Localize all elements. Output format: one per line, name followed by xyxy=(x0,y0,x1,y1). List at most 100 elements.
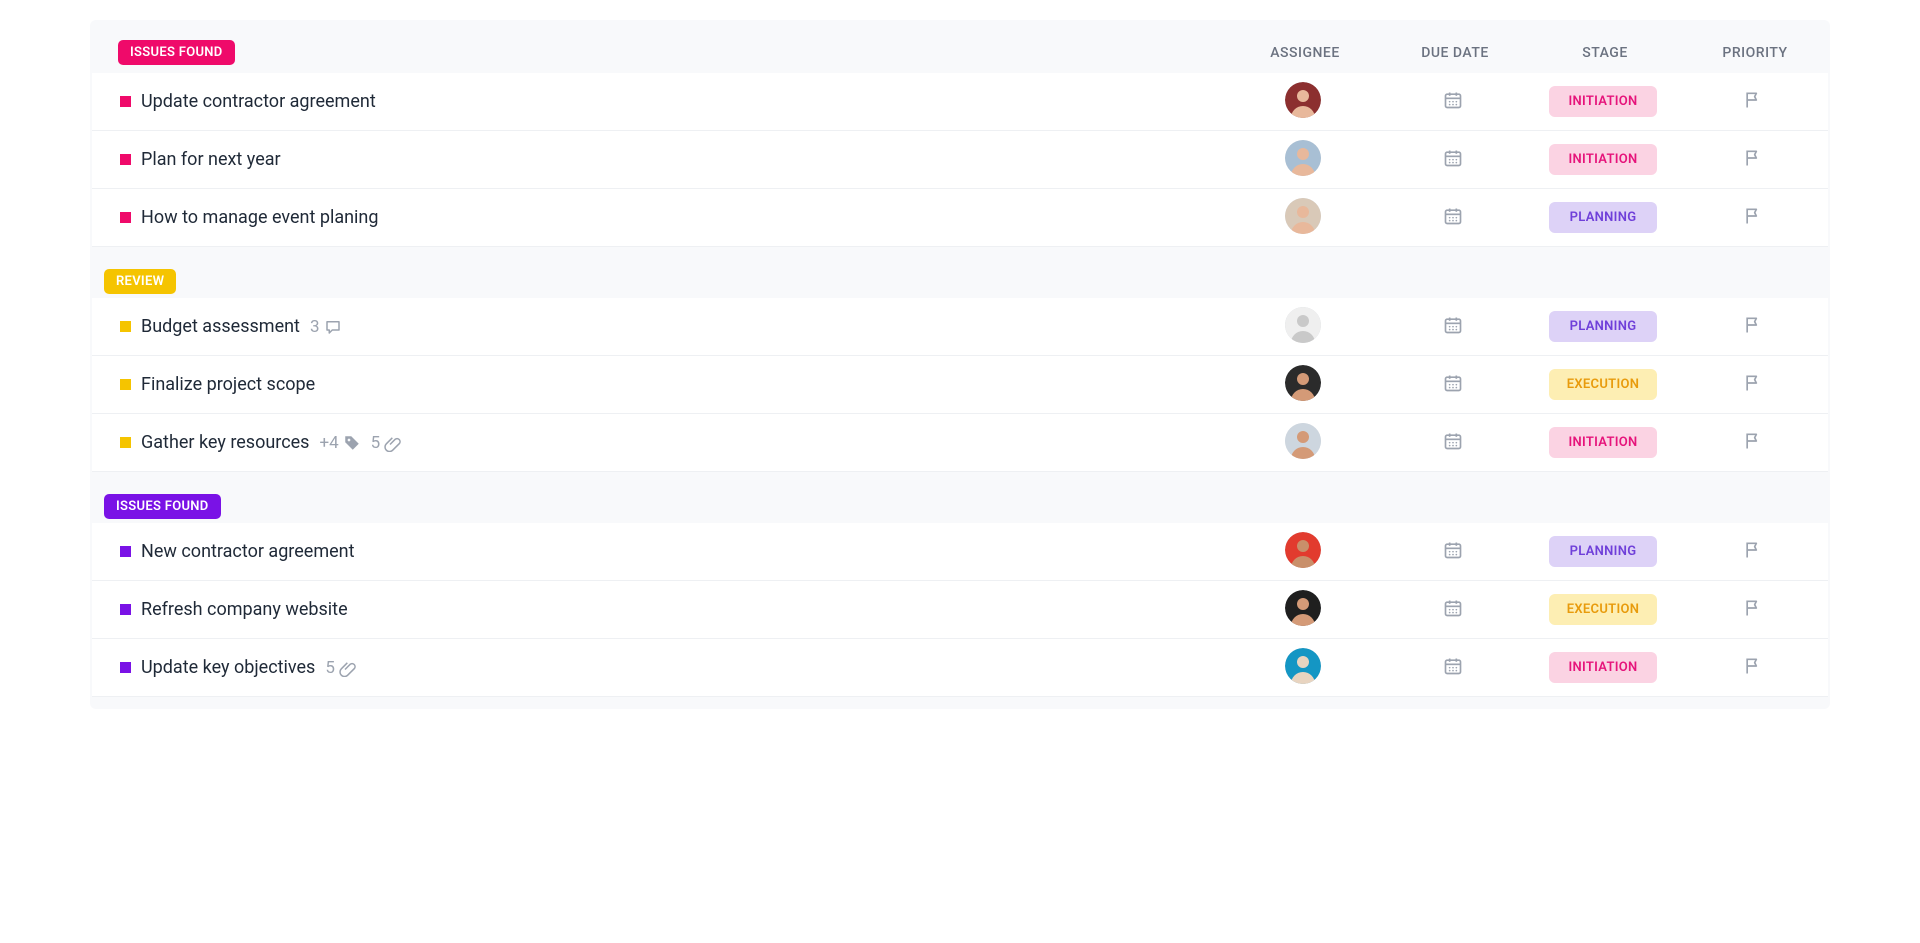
assignee-cell[interactable] xyxy=(1228,140,1378,180)
priority-cell[interactable] xyxy=(1678,540,1828,564)
comment-count[interactable]: 3 xyxy=(310,317,342,337)
stage-cell[interactable]: PLANNING xyxy=(1528,311,1678,342)
due-date-cell[interactable] xyxy=(1378,540,1528,564)
stage-badge[interactable]: EXECUTION xyxy=(1549,594,1658,625)
avatar[interactable] xyxy=(1285,365,1321,401)
stage-badge[interactable]: INITIATION xyxy=(1549,427,1657,458)
task-row[interactable]: Gather key resources +4 5 INITIATION xyxy=(92,414,1828,472)
avatar[interactable] xyxy=(1285,82,1321,118)
task-title[interactable]: Update key objectives xyxy=(141,657,315,678)
avatar[interactable] xyxy=(1285,140,1321,176)
task-title[interactable]: New contractor agreement xyxy=(141,541,354,562)
task-row[interactable]: Update key objectives 5 INITIATION xyxy=(92,639,1828,697)
task-title-cell: Update key objectives 5 xyxy=(92,657,1228,678)
assignee-cell[interactable] xyxy=(1228,590,1378,630)
task-title[interactable]: Plan for next year xyxy=(141,149,281,170)
stage-badge[interactable]: PLANNING xyxy=(1549,311,1657,342)
avatar[interactable] xyxy=(1285,423,1321,459)
status-square xyxy=(120,212,131,223)
task-row[interactable]: Update contractor agreement INITIATION xyxy=(92,73,1828,131)
assignee-cell[interactable] xyxy=(1228,648,1378,688)
avatar[interactable] xyxy=(1285,307,1321,343)
due-date-cell[interactable] xyxy=(1378,373,1528,397)
stage-cell[interactable]: INITIATION xyxy=(1528,144,1678,175)
task-group: Update contractor agreement INITIATION P… xyxy=(90,73,1830,247)
task-title[interactable]: Update contractor agreement xyxy=(141,91,376,112)
assignee-cell[interactable] xyxy=(1228,423,1378,463)
task-board: ISSUES FOUND ASSIGNEE DUE DATE STAGE PRI… xyxy=(90,20,1830,709)
priority-cell[interactable] xyxy=(1678,90,1828,114)
stage-cell[interactable]: INITIATION xyxy=(1528,86,1678,117)
avatar[interactable] xyxy=(1285,532,1321,568)
priority-cell[interactable] xyxy=(1678,206,1828,230)
assignee-cell[interactable] xyxy=(1228,307,1378,347)
stage-badge[interactable]: EXECUTION xyxy=(1549,369,1658,400)
group-label[interactable]: ISSUES FOUND xyxy=(118,40,235,65)
stage-cell[interactable]: PLANNING xyxy=(1528,536,1678,567)
calendar-icon xyxy=(1443,656,1463,676)
attachment-count[interactable]: 5 xyxy=(371,433,403,453)
calendar-icon xyxy=(1443,315,1463,335)
stage-badge[interactable]: INITIATION xyxy=(1549,144,1657,175)
stage-badge[interactable]: PLANNING xyxy=(1549,202,1657,233)
due-date-cell[interactable] xyxy=(1378,598,1528,622)
flag-icon xyxy=(1743,206,1763,226)
assignee-cell[interactable] xyxy=(1228,365,1378,405)
assignee-cell[interactable] xyxy=(1228,82,1378,122)
attachment-count-value: 5 xyxy=(371,433,381,453)
task-title[interactable]: Refresh company website xyxy=(141,599,348,620)
due-date-cell[interactable] xyxy=(1378,431,1528,455)
due-date-cell[interactable] xyxy=(1378,90,1528,114)
task-title[interactable]: Budget assessment xyxy=(141,316,300,337)
priority-cell[interactable] xyxy=(1678,315,1828,339)
task-row[interactable]: Finalize project scope EXECUTION xyxy=(92,356,1828,414)
status-square xyxy=(120,604,131,615)
tag-count[interactable]: +4 xyxy=(319,433,360,453)
attachment-count[interactable]: 5 xyxy=(325,658,357,678)
assignee-cell[interactable] xyxy=(1228,198,1378,238)
task-title[interactable]: How to manage event planing xyxy=(141,207,378,228)
stage-badge[interactable]: INITIATION xyxy=(1549,86,1657,117)
priority-cell[interactable] xyxy=(1678,598,1828,622)
stage-cell[interactable]: EXECUTION xyxy=(1528,369,1678,400)
task-row[interactable]: Refresh company website EXECUTION xyxy=(92,581,1828,639)
stage-cell[interactable]: PLANNING xyxy=(1528,202,1678,233)
task-title-cell: Budget assessment 3 xyxy=(92,316,1228,337)
status-square xyxy=(120,154,131,165)
priority-cell[interactable] xyxy=(1678,148,1828,172)
task-row[interactable]: Budget assessment 3 PLANNING xyxy=(92,298,1828,356)
assignee-cell[interactable] xyxy=(1228,532,1378,572)
due-date-cell[interactable] xyxy=(1378,148,1528,172)
priority-cell[interactable] xyxy=(1678,373,1828,397)
priority-cell[interactable] xyxy=(1678,431,1828,455)
due-date-cell[interactable] xyxy=(1378,206,1528,230)
calendar-icon xyxy=(1443,431,1463,451)
priority-cell[interactable] xyxy=(1678,656,1828,680)
due-date-cell[interactable] xyxy=(1378,315,1528,339)
calendar-icon xyxy=(1443,206,1463,226)
avatar[interactable] xyxy=(1285,198,1321,234)
task-row[interactable]: New contractor agreement PLANNING xyxy=(92,523,1828,581)
avatar[interactable] xyxy=(1285,648,1321,684)
stage-cell[interactable]: INITIATION xyxy=(1528,427,1678,458)
group-label[interactable]: ISSUES FOUND xyxy=(104,494,221,519)
group-label[interactable]: REVIEW xyxy=(104,269,176,294)
flag-icon xyxy=(1743,540,1763,560)
stage-cell[interactable]: EXECUTION xyxy=(1528,594,1678,625)
avatar[interactable] xyxy=(1285,590,1321,626)
group-header-slot: ISSUES FOUND xyxy=(90,40,1230,65)
task-title-cell: How to manage event planing xyxy=(92,207,1228,228)
flag-icon xyxy=(1743,431,1763,451)
column-header-stage: STAGE xyxy=(1530,45,1680,61)
due-date-cell[interactable] xyxy=(1378,656,1528,680)
stage-badge[interactable]: PLANNING xyxy=(1549,536,1657,567)
status-square xyxy=(120,379,131,390)
stage-badge[interactable]: INITIATION xyxy=(1549,652,1657,683)
task-row[interactable]: How to manage event planing PLANNING xyxy=(92,189,1828,247)
status-square xyxy=(120,546,131,557)
task-title[interactable]: Gather key resources xyxy=(141,432,309,453)
stage-cell[interactable]: INITIATION xyxy=(1528,652,1678,683)
task-title[interactable]: Finalize project scope xyxy=(141,374,315,395)
task-row[interactable]: Plan for next year INITIATION xyxy=(92,131,1828,189)
group-header: REVIEW xyxy=(90,265,1830,298)
